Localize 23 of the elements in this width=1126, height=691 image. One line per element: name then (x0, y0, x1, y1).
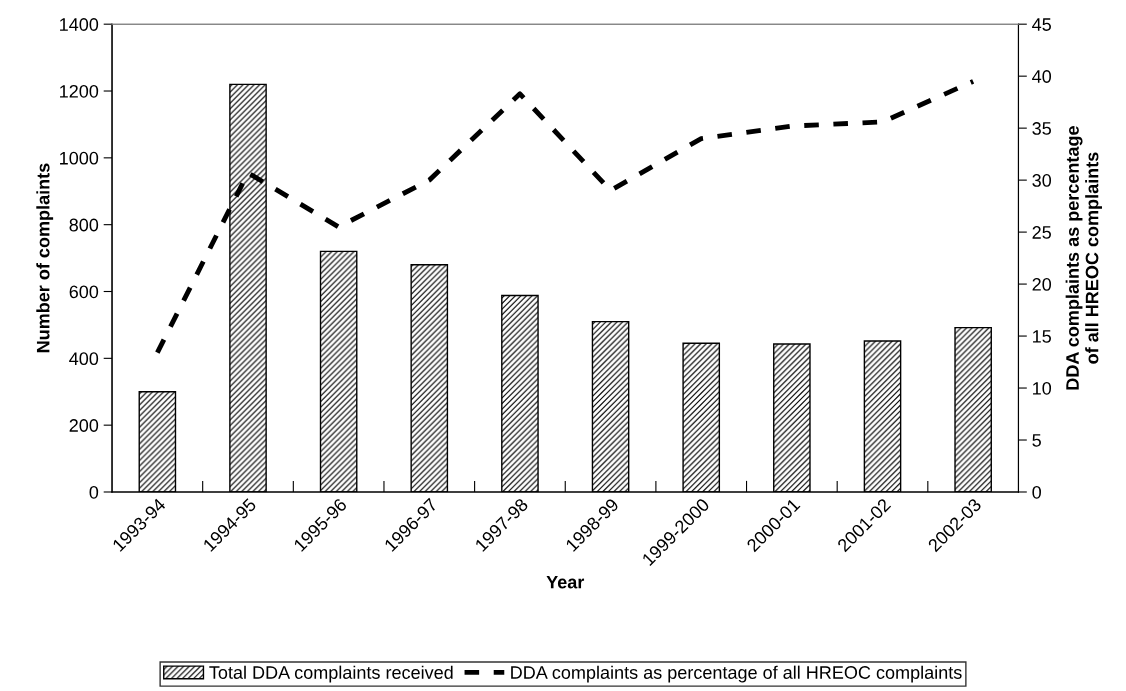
y-axis-title: Number of complaints (36, 163, 54, 353)
y2-tick-label: 25 (1032, 226, 1051, 239)
y2-tick-label: 0 (1032, 485, 1041, 499)
y-tick-label: 1400 (60, 18, 99, 31)
y2-tick-label: 45 (1032, 18, 1051, 31)
x-axis-title: Year (546, 575, 585, 589)
y-tick-label: 800 (69, 218, 99, 232)
legend-label: DDA complaints as percentage of all HREOC complaints (511, 665, 962, 683)
y2-tick-label: 40 (1032, 70, 1052, 83)
y-tick-label: 0 (89, 485, 99, 499)
y2-axis-title: DDA complaints as percentage of all HREOC complaints (1065, 126, 1102, 390)
y2-tick-label: 15 (1033, 330, 1051, 343)
y2-tick-label: 5 (1032, 434, 1041, 447)
y-tick-label: 1000 (60, 151, 99, 165)
legend-label: Total DDA complaints received (209, 665, 453, 683)
y-tick-label: 400 (69, 352, 99, 366)
y2-tick-label: 10 (1033, 381, 1052, 395)
y2-tick-label: 30 (1032, 174, 1052, 187)
y2-tick-label: 35 (1032, 122, 1051, 135)
y-tick-label: 200 (69, 419, 99, 432)
y-tick-label: 600 (69, 285, 99, 299)
y2-tick-label: 20 (1032, 278, 1052, 291)
y-tick-label: 1200 (60, 84, 99, 98)
